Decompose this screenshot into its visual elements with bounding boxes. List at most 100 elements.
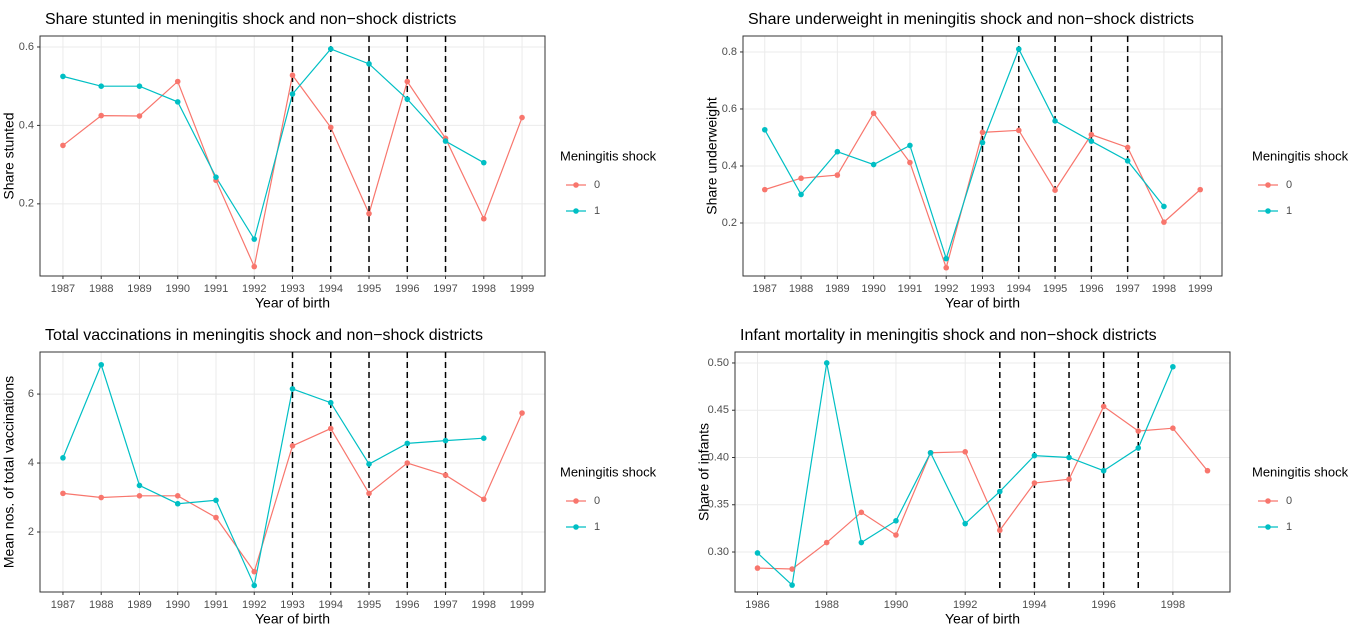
- point: [1124, 158, 1131, 164]
- x-tick-label: 1988: [89, 599, 113, 611]
- y-axis-label: Share underweight: [704, 97, 720, 215]
- point: [1204, 467, 1211, 474]
- x-tick-label: 1997: [1115, 283, 1139, 295]
- legend-key-point: [573, 208, 579, 214]
- chart-title: Share underweight in meningitis shock an…: [748, 11, 1194, 28]
- y-tick-label: 0.4: [722, 160, 737, 172]
- x-tick-label: 1992: [242, 599, 266, 611]
- x-tick-label: 1999: [1188, 283, 1212, 295]
- point: [366, 461, 372, 467]
- point: [98, 83, 105, 89]
- point: [798, 191, 804, 198]
- point: [404, 460, 411, 466]
- point: [251, 568, 258, 575]
- x-tick-label: 1992: [242, 283, 266, 295]
- point: [1052, 187, 1058, 194]
- y-tick-label: 0.2: [19, 198, 34, 210]
- point: [1015, 127, 1022, 134]
- point: [979, 139, 986, 146]
- chart-title: Infant mortality in meningitis shock and…: [740, 327, 1157, 344]
- point: [997, 488, 1003, 495]
- x-tick-label: 1990: [165, 283, 189, 295]
- point: [754, 565, 761, 571]
- x-tick-label: 1991: [204, 283, 228, 295]
- point: [979, 129, 986, 136]
- x-tick-label: 1989: [825, 283, 849, 295]
- x-axis-label: Year of birth: [945, 295, 1020, 311]
- y-tick-label: 0.2: [722, 217, 737, 229]
- legend-label: 0: [594, 179, 600, 191]
- x-tick-label: 1997: [433, 599, 457, 611]
- legend-label: 0: [1286, 495, 1292, 507]
- chart-title: Total vaccinations in meningitis shock a…: [45, 327, 483, 344]
- point: [289, 386, 296, 392]
- x-tick-label: 1994: [319, 283, 343, 295]
- point: [136, 492, 143, 499]
- point: [1135, 428, 1142, 434]
- y-tick-label: 0.30: [708, 546, 729, 558]
- y-tick-label: 0.4: [19, 119, 34, 131]
- x-tick-label: 1990: [861, 283, 885, 295]
- legend-title: Meningitis shock: [560, 148, 657, 163]
- series-line: [764, 47, 1165, 261]
- point: [1100, 467, 1107, 474]
- point: [823, 360, 830, 366]
- x-tick-label: 1986: [745, 599, 769, 611]
- legend-key-point: [1265, 498, 1271, 504]
- point: [480, 496, 487, 503]
- point: [962, 520, 968, 527]
- point: [442, 472, 449, 478]
- point: [1031, 452, 1038, 459]
- point: [870, 110, 877, 117]
- x-tick-label: 1987: [753, 283, 777, 295]
- point: [327, 399, 334, 406]
- point: [60, 142, 66, 149]
- legend-key-point: [1265, 208, 1271, 214]
- point: [962, 449, 968, 455]
- legend-key-point: [1265, 524, 1271, 530]
- x-tick-label: 1993: [970, 283, 994, 295]
- point: [1170, 425, 1176, 431]
- x-tick-label: 1988: [814, 599, 838, 611]
- x-tick-label: 1999: [510, 599, 534, 611]
- point: [251, 236, 258, 242]
- point: [136, 113, 143, 119]
- y-tick-label: 2: [28, 526, 34, 538]
- point: [404, 440, 411, 447]
- point: [858, 539, 865, 546]
- point: [1066, 454, 1072, 461]
- point: [761, 186, 768, 193]
- y-axis-label: Share stunted: [1, 112, 17, 199]
- legend-key-point: [573, 498, 579, 504]
- x-tick-label: 1998: [1152, 283, 1176, 295]
- point: [1088, 138, 1095, 144]
- point: [404, 78, 411, 85]
- point: [1100, 403, 1107, 410]
- series-line: [62, 363, 484, 588]
- point: [1161, 203, 1167, 210]
- x-tick-label: 1993: [280, 283, 304, 295]
- x-axis-label: Year of birth: [255, 611, 330, 627]
- point: [480, 215, 487, 222]
- y-tick-label: 0.6: [19, 41, 34, 53]
- point: [798, 175, 804, 182]
- point: [327, 124, 334, 131]
- point: [1052, 118, 1058, 124]
- point: [366, 490, 372, 497]
- x-tick-label: 1998: [472, 599, 496, 611]
- point: [1197, 186, 1204, 193]
- point: [1088, 131, 1095, 138]
- x-tick-label: 1990: [165, 599, 189, 611]
- point: [442, 138, 449, 144]
- point: [754, 550, 761, 556]
- x-tick-label: 1994: [319, 599, 343, 611]
- point: [893, 518, 899, 524]
- point: [1135, 445, 1142, 451]
- point: [60, 455, 66, 461]
- point: [136, 482, 143, 489]
- point: [1031, 480, 1038, 486]
- x-tick-label: 1997: [433, 283, 457, 295]
- x-tick-label: 1991: [898, 283, 922, 295]
- legend-label: 0: [1286, 179, 1292, 191]
